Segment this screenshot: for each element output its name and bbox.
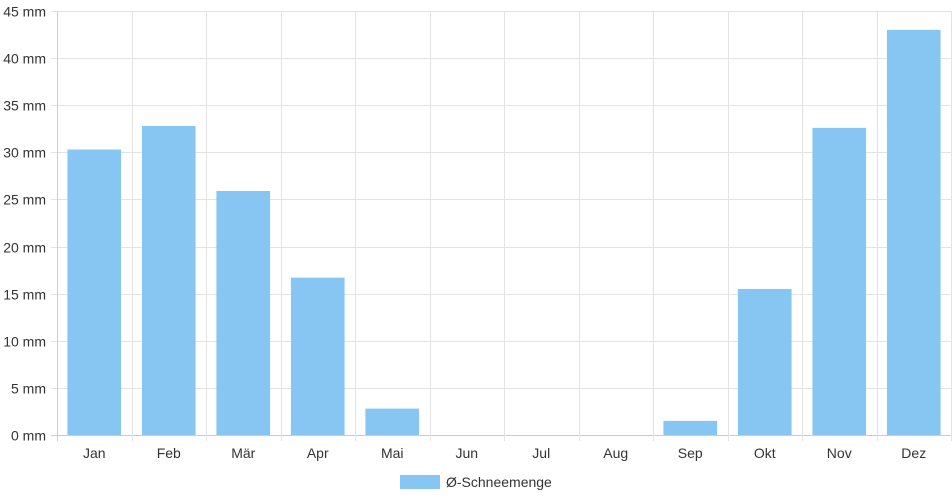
bar-mai[interactable]: [365, 408, 420, 435]
x-tick-label: Jul: [532, 445, 550, 461]
y-tick-label: 5 mm: [11, 381, 46, 397]
x-axis-labels: Jan Feb Mär Apr Mai Jun Jul Aug Sep Okt Nov Dez: [83, 445, 926, 461]
y-tick-label: 45 mm: [3, 4, 46, 20]
y-tick-label: 15 mm: [3, 287, 46, 303]
y-axis-labels: 0 mm 5 mm 10 mm 15 mm 20 mm 25 mm 30 mm 35 mm 40…: [3, 4, 46, 444]
y-tick-label: 30 mm: [3, 145, 46, 161]
bar-nov[interactable]: [812, 127, 867, 435]
bar-okt[interactable]: [737, 288, 792, 435]
x-tick-label: Aug: [603, 445, 628, 461]
x-tick-label: Sep: [678, 445, 703, 461]
y-tick-label: 20 mm: [3, 240, 46, 256]
y-tick-label: 40 mm: [3, 51, 46, 67]
y-tick-label: 35 mm: [3, 98, 46, 114]
bar-apr[interactable]: [290, 277, 345, 435]
bar-dez[interactable]: [886, 29, 941, 435]
x-tick-label: Nov: [827, 445, 852, 461]
x-tick-label: Apr: [307, 445, 329, 461]
snow-bar-chart: 0 mm 5 mm 10 mm 15 mm 20 mm 25 mm 30 mm 35 mm 40…: [3, 4, 952, 461]
y-tick-label: 25 mm: [3, 192, 46, 208]
bar-sep[interactable]: [663, 420, 718, 435]
bars-group: [67, 29, 941, 436]
bar-jan[interactable]: [67, 149, 122, 436]
legend-swatch: [400, 475, 440, 489]
legend[interactable]: Ø-Schneemenge: [400, 473, 552, 491]
legend-label: Ø-Schneemenge: [446, 474, 552, 490]
x-tick-label: Jun: [455, 445, 478, 461]
y-tick-label: 0 mm: [11, 428, 46, 444]
bar-mär[interactable]: [216, 190, 271, 435]
x-tick-label: Jan: [83, 445, 106, 461]
x-tick-label: Okt: [754, 445, 776, 461]
x-tick-label: Mär: [231, 445, 255, 461]
x-tick-label: Dez: [901, 445, 926, 461]
x-tick-label: Feb: [157, 445, 181, 461]
bar-feb[interactable]: [141, 125, 196, 435]
y-tick-label: 10 mm: [3, 334, 46, 350]
x-tick-label: Mai: [381, 445, 404, 461]
